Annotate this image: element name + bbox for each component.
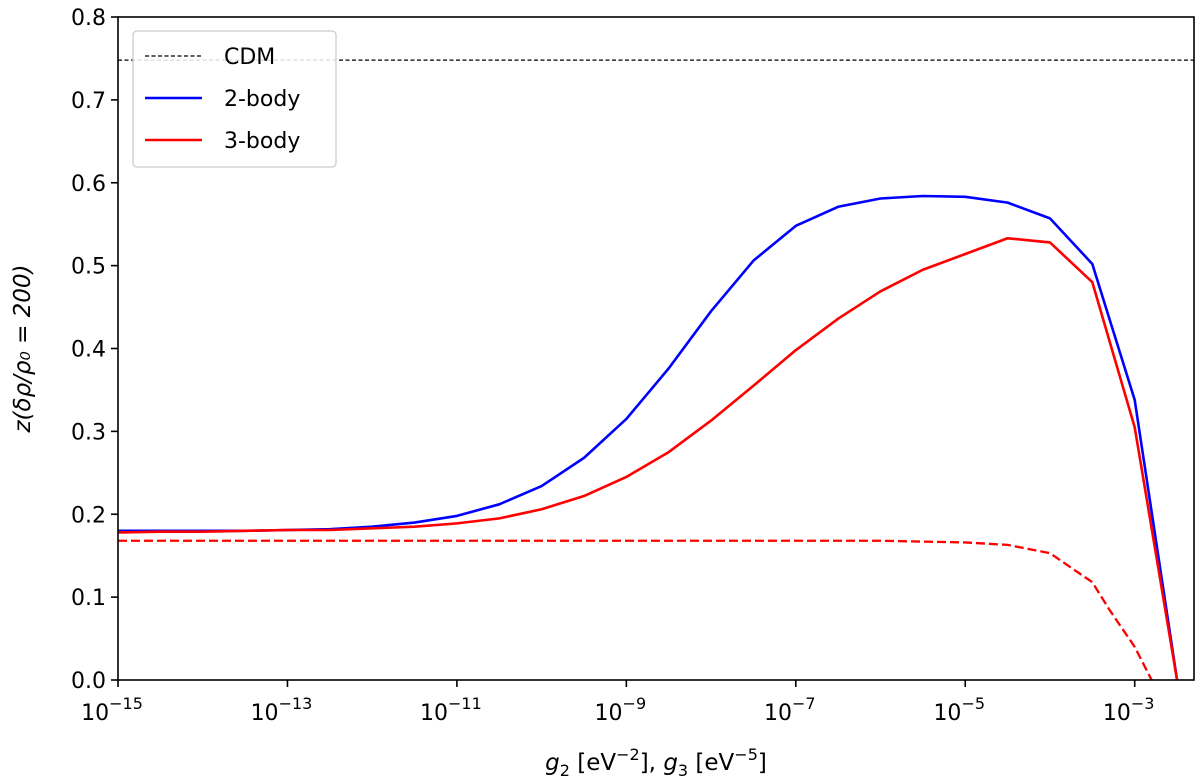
series-line-3-body xyxy=(118,236,1179,680)
y-tick-label: 0.5 xyxy=(71,255,106,280)
y-tick-label: 0.2 xyxy=(71,503,106,528)
y-tick-label: 0.3 xyxy=(71,420,106,445)
x-tick-label: 10−15 xyxy=(81,694,143,726)
y-axis-label: z(δρ/ρ₀ = 200) xyxy=(10,264,36,433)
series-line-2-body xyxy=(118,194,1179,680)
y-tick-label: 0.1 xyxy=(71,586,106,611)
x-axis-label: g2 [eV−2], g3 [eV−5] xyxy=(545,745,767,780)
y-tick-label: 0.0 xyxy=(71,669,106,694)
x-tick-label: 10−3 xyxy=(1103,694,1155,726)
legend-label: 3-body xyxy=(224,129,300,154)
x-tick-label: 10−11 xyxy=(420,694,482,726)
legend: CDM 2-body 3-body xyxy=(132,30,337,168)
x-tick-label: 10−7 xyxy=(764,694,816,726)
y-tick-label: 0.4 xyxy=(71,338,106,363)
y-tick-label: 0.8 xyxy=(71,6,106,31)
series-line-3-body-dashed xyxy=(118,539,1153,680)
legend-box xyxy=(132,30,337,168)
x-tick-label: 10−13 xyxy=(251,694,313,726)
y-tick-label: 0.6 xyxy=(71,172,106,197)
legend-label: CDM xyxy=(224,45,275,70)
ticks-layer: 0.0 0.1 0.2 0.3 0.4 0.5 0.6 0.7 0.8 10−15 10−13 10−… xyxy=(71,6,1154,726)
legend-label: 2-body xyxy=(224,87,300,112)
y-tick-label: 0.7 xyxy=(71,89,106,114)
x-tick-label: 10−9 xyxy=(595,694,647,726)
x-tick-label: 10−5 xyxy=(933,694,985,726)
